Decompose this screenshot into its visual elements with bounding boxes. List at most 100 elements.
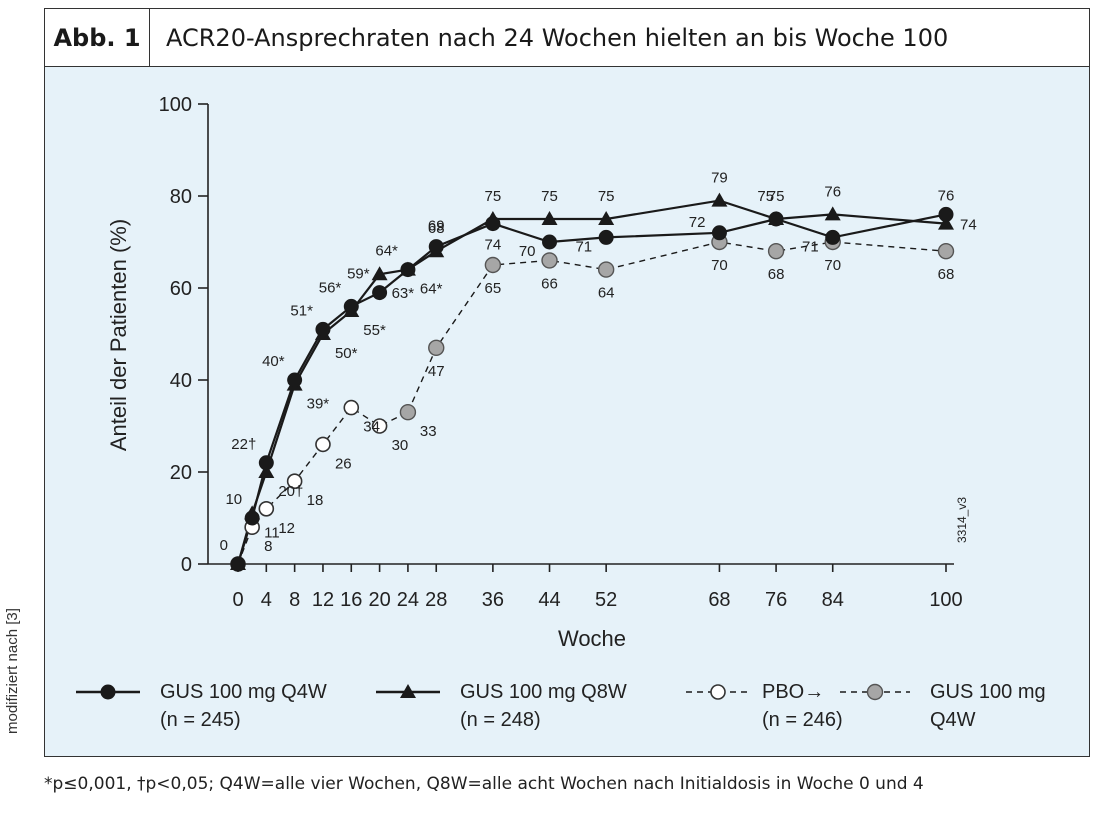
point-q8w <box>938 215 954 230</box>
data-label-q4w: 76 <box>938 187 955 204</box>
data-label-q4w: 64* <box>375 243 398 260</box>
point-q4w <box>343 298 359 314</box>
point-q8w <box>541 211 558 225</box>
x-tick-label: 100 <box>929 589 962 611</box>
point-q4w-shape <box>400 262 416 278</box>
x-tick-label: 76 <box>765 589 787 611</box>
x-tick-label: 28 <box>425 589 447 611</box>
data-label-q4w: 71 <box>802 238 819 255</box>
legend-marker-q4w <box>100 684 116 700</box>
point-pbo_gus <box>597 261 615 278</box>
point-pbo <box>371 418 388 434</box>
data-label-q8w: 63* <box>392 285 415 302</box>
data-label-q8w: 50* <box>335 345 358 362</box>
legend-sublabel-q4w: (n = 245) <box>160 709 241 731</box>
point-pbo <box>343 399 360 416</box>
data-label-q4w: 56* <box>319 279 342 296</box>
legend-item-pbo_gus: GUS 100 mg Q4W <box>840 681 1046 731</box>
data-label-q4w: 71 <box>575 238 592 255</box>
point-pbo_gus <box>484 256 502 274</box>
legend-marker-q8w <box>400 684 416 698</box>
point-q4w <box>768 211 784 227</box>
point-q8w <box>824 206 841 221</box>
point-pbo <box>258 500 275 517</box>
y-tick-label: 80 <box>170 186 192 208</box>
point-q8w-shape <box>711 192 728 207</box>
legend-item-pbo: PBO→ (n = 246) <box>686 681 843 731</box>
point-q4w <box>542 234 558 250</box>
point-q4w <box>230 556 246 572</box>
x-tick-label: 8 <box>289 589 300 611</box>
point-q4w-shape <box>825 229 841 245</box>
legend-label-pbo_gus: GUS 100 mg <box>930 681 1046 703</box>
data-label-q8w: 75 <box>598 188 615 205</box>
x-tick-label: 4 <box>261 589 272 611</box>
figure-code: 3314_v3 <box>955 497 969 543</box>
point-q4w <box>315 321 331 337</box>
series-line-pbo_gus <box>407 241 947 413</box>
legend-item-q4w: GUS 100 mg Q4W (n = 245) <box>76 681 327 731</box>
y-tick-label: 100 <box>159 94 192 116</box>
data-label-q8w: 75 <box>768 188 785 205</box>
point-q4w <box>244 510 260 526</box>
legend-label-pbo: PBO→ <box>762 681 824 703</box>
data-label-pbo: 30 <box>392 437 409 454</box>
point-q4w-shape <box>230 556 246 572</box>
figure-title: ACR20-Ansprechraten nach 24 Wochen hielt… <box>166 23 949 52</box>
data-label-pbo: 18 <box>307 492 324 509</box>
point-pbo_gus-shape <box>399 404 417 421</box>
point-q4w-shape <box>938 206 954 222</box>
point-pbo_gus-shape <box>597 261 615 278</box>
x-tick-label: 68 <box>708 589 730 611</box>
data-label-q4w: 22† <box>231 436 256 453</box>
data-label-q4w: 51* <box>290 302 313 319</box>
data-label-q8w: 0 <box>220 537 228 554</box>
point-pbo_gus <box>767 242 785 260</box>
data-label-q8w: 75 <box>541 188 558 205</box>
point-pbo_gus <box>541 252 558 269</box>
point-pbo_gus <box>428 339 445 356</box>
data-label-q4w: 59* <box>347 266 370 283</box>
figure-panel: Abb. 1 ACR20-Ansprechraten nach 24 Woche… <box>44 8 1090 757</box>
point-q4w-shape <box>372 285 388 301</box>
point-pbo-shape <box>286 473 303 490</box>
data-label-q4w: 74 <box>485 237 502 254</box>
point-q4w-shape <box>428 239 444 255</box>
x-tick-label: 84 <box>822 589 844 611</box>
data-label-pbo: 26 <box>335 455 352 472</box>
x-tick-label: 16 <box>340 589 362 611</box>
point-q4w-shape <box>711 225 727 241</box>
point-q4w-shape <box>315 321 331 337</box>
y-tick-label: 0 <box>181 554 192 576</box>
x-tick-label: 20 <box>368 589 390 611</box>
y-axis-title: Anteil der Patienten (%) <box>106 219 131 451</box>
data-label-pbo_gus: 64 <box>598 285 615 302</box>
data-label-q8w: 76 <box>824 183 841 200</box>
point-pbo-shape <box>258 500 275 517</box>
point-q8w <box>371 266 388 281</box>
data-label-pbo_gus: 70 <box>711 257 728 274</box>
legend-marker-pbo-shape <box>710 684 726 700</box>
point-q4w-shape <box>485 216 501 232</box>
point-q4w-shape <box>768 211 784 227</box>
x-tick-label: 52 <box>595 589 617 611</box>
data-label-q4w: 75 <box>757 188 774 205</box>
point-q4w <box>400 262 416 278</box>
point-q4w-shape <box>244 510 260 526</box>
data-label-q8w: 11 <box>264 524 280 541</box>
point-pbo_gus-shape <box>937 242 955 260</box>
legend-marker-q8w-shape <box>400 684 416 698</box>
figure-header: Abb. 1 ACR20-Ansprechraten nach 24 Woche… <box>45 9 1089 67</box>
point-q4w-shape <box>542 234 558 250</box>
data-label-q4w: 72 <box>689 214 706 231</box>
data-label-pbo_gus: 70 <box>824 257 841 274</box>
data-label-q8w: 74 <box>960 217 977 234</box>
legend-marker-q4w-shape <box>100 684 116 700</box>
x-tick-label: 12 <box>312 589 334 611</box>
data-label-q8w: 39* <box>307 396 330 413</box>
data-label-q4w: 40* <box>262 353 285 370</box>
series-line-q8w <box>236 199 947 565</box>
data-label-pbo: 12 <box>278 520 295 537</box>
data-label-pbo_gus: 66 <box>541 275 558 292</box>
point-q4w <box>938 206 954 222</box>
